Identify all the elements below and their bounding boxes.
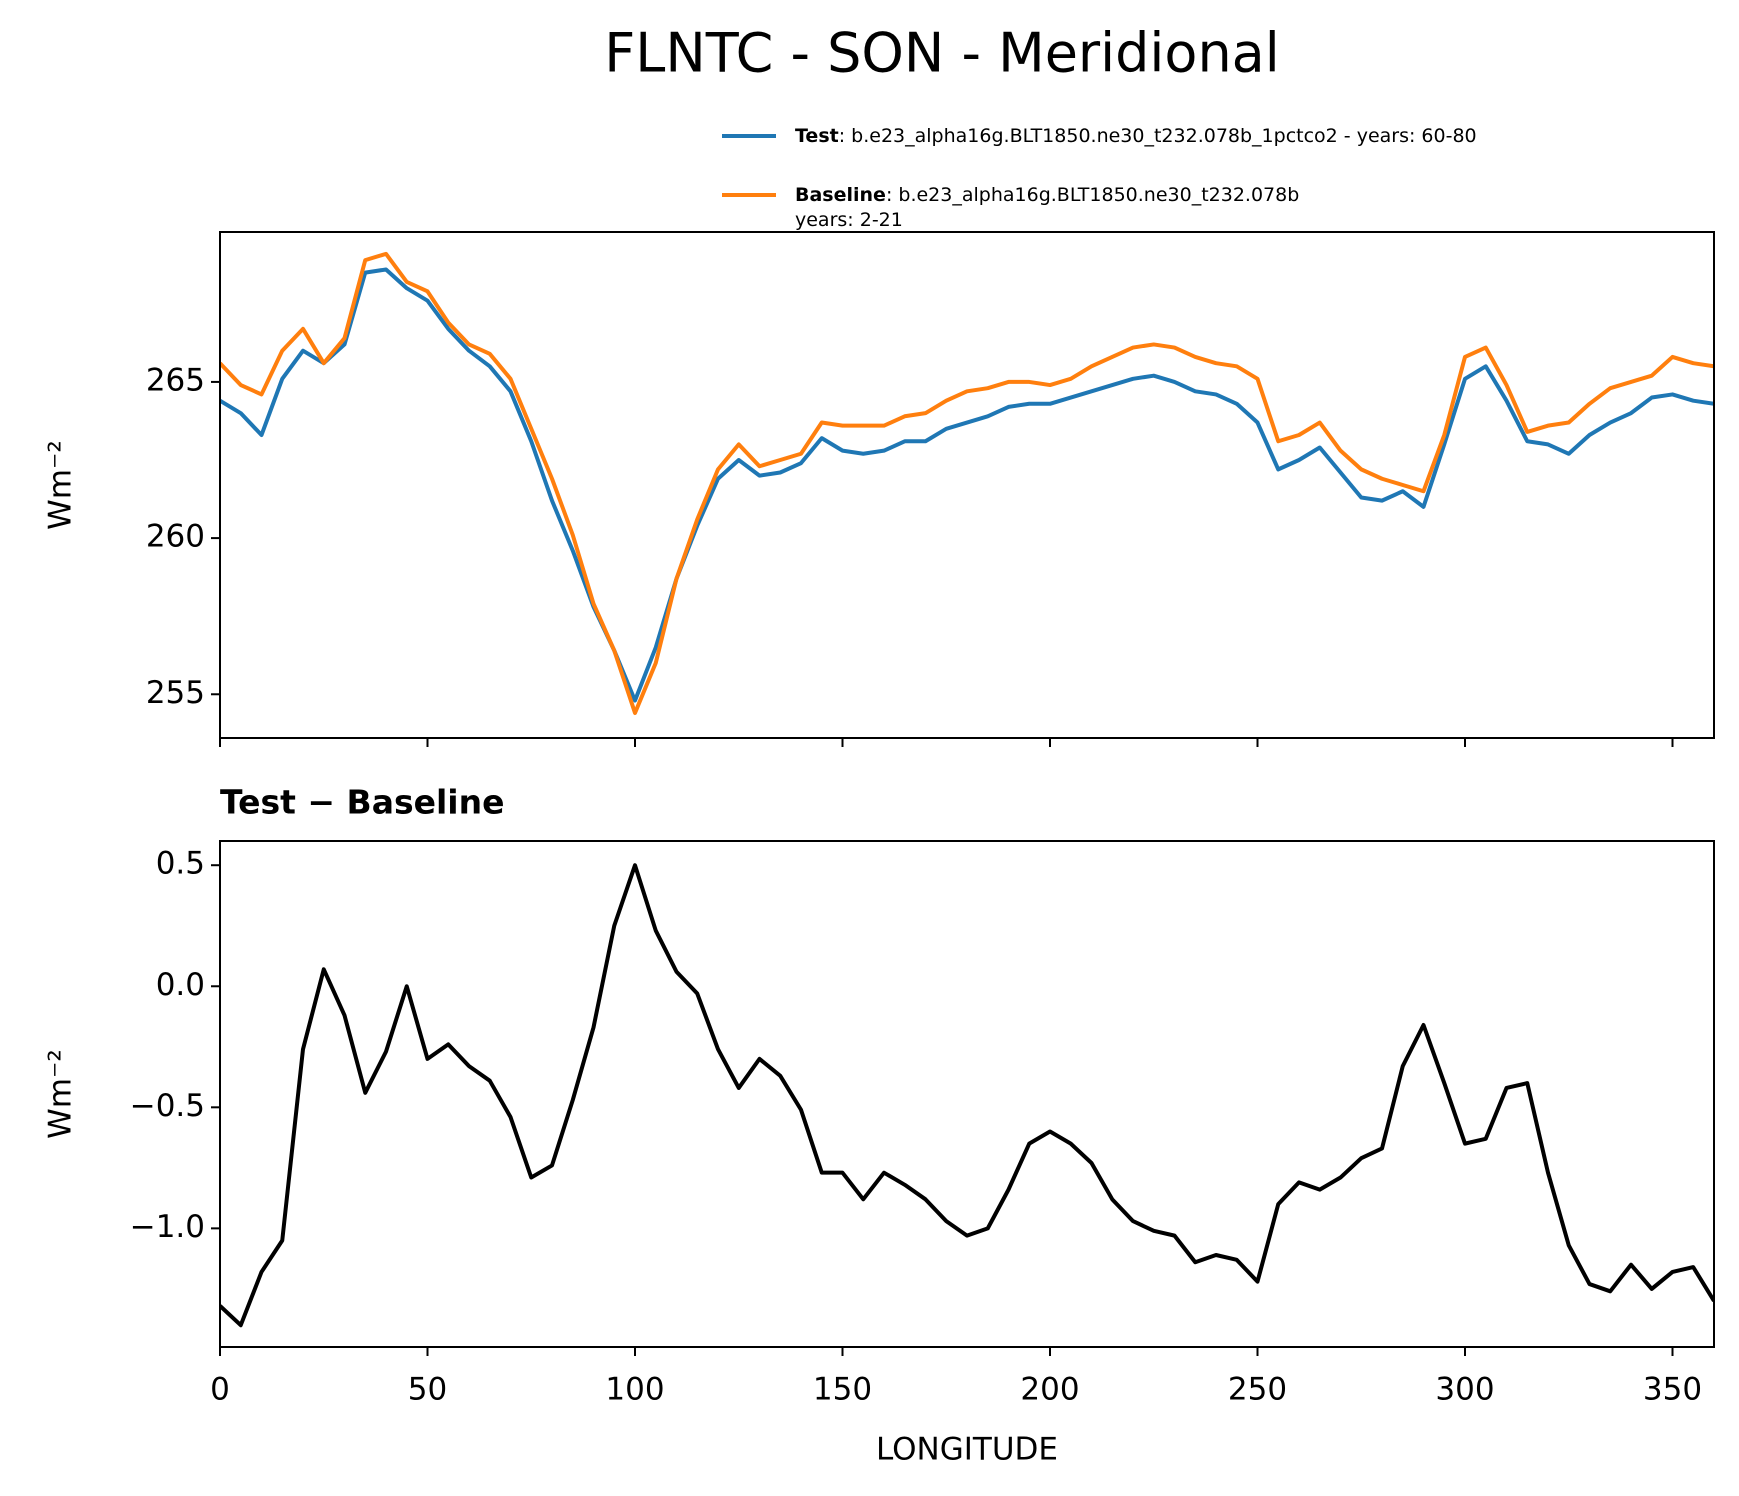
legend-text: : b.e23_alpha16g.BLT1850.ne30_t232.078b [886, 184, 1299, 206]
y-tick-label: 265 [146, 362, 205, 398]
plot-frame [219, 840, 1715, 1348]
legend-text: : b.e23_alpha16g.BLT1850.ne30_t232.078b_… [839, 125, 1477, 147]
x-tick-label: 350 [1643, 1372, 1702, 1408]
y-tick-label: 255 [146, 675, 205, 711]
y-tick-label: −1.0 [130, 1209, 205, 1245]
plot-frame [219, 231, 1715, 739]
x-tick-label: 300 [1435, 1372, 1494, 1408]
chart-subtitle: Test − Baseline [220, 783, 505, 822]
legend-text: years: 2-21 [795, 209, 903, 231]
series-line [220, 863, 1714, 1328]
x-tick-label: 200 [1020, 1372, 1079, 1408]
x-tick-label: 150 [813, 1372, 872, 1408]
x-tick-label: 250 [1228, 1372, 1287, 1408]
y-tick-label: −0.5 [130, 1088, 205, 1124]
legend-entry: Baseline: b.e23_alpha16g.BLT1850.ne30_t2… [795, 184, 1299, 231]
x-tick-label: 100 [605, 1372, 664, 1408]
y-tick-label: 0.5 [156, 846, 205, 882]
y-axis-label: Wm⁻² [43, 440, 79, 530]
x-tick-label: 50 [408, 1372, 447, 1408]
y-tick-label: 0.0 [156, 967, 205, 1003]
legend-name: Baseline [795, 184, 886, 206]
series-line [220, 267, 1714, 703]
legend-entry: Test: b.e23_alpha16g.BLT1850.ne30_t232.0… [795, 125, 1477, 147]
y-tick-label: 260 [146, 519, 205, 555]
y-axis-label: Wm⁻² [43, 1049, 79, 1139]
legend-name: Test [795, 125, 839, 147]
chart-title: FLNTC - SON - Meridional [604, 22, 1280, 85]
x-axis-label: LONGITUDE [876, 1432, 1058, 1468]
x-tick-label: 0 [210, 1372, 230, 1408]
series-line [220, 251, 1714, 716]
